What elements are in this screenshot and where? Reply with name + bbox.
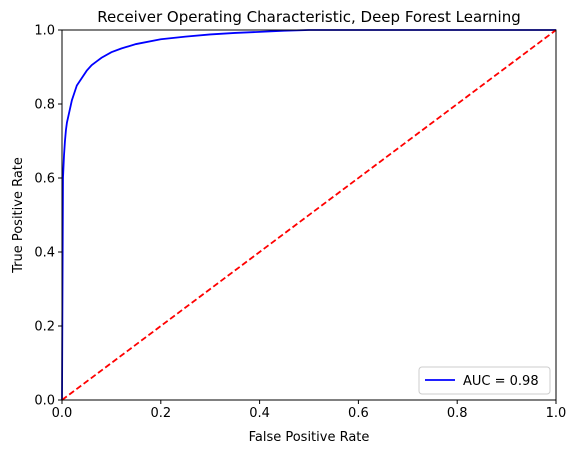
y-axis-label: True Positive Rate (11, 157, 26, 274)
legend-label-auc: AUC = 0.98 (463, 374, 539, 389)
y-tick-label: 0.4 (34, 246, 55, 261)
legend-box (418, 366, 551, 395)
x-tick-label: 0.0 (52, 406, 73, 421)
x-tick-label: 0.6 (348, 406, 369, 421)
y-tick-label: 0.8 (34, 98, 55, 113)
plot-frame (61, 29, 557, 401)
y-tick-label: 0.2 (34, 320, 55, 335)
x-tick-label: 0.4 (249, 406, 270, 421)
y-tick-label: 0.0 (34, 394, 55, 409)
plot-area (61, 29, 557, 401)
y-tick-label: 0.6 (34, 172, 55, 187)
x-tick-label: 0.8 (447, 406, 468, 421)
legend: AUC = 0.98 (418, 366, 551, 395)
x-axis-label: False Positive Rate (249, 430, 370, 445)
y-tick-label: 1.0 (34, 24, 55, 39)
axis-ticks: 0.0 0.2 0.4 0.6 0.8 1.0 0.0 0.2 0.4 0.6 0.8 1.0 (34, 24, 566, 422)
x-tick-label: 0.2 (150, 406, 171, 421)
chart-title: Receiver Operating Characteristic, Deep … (97, 8, 521, 26)
chance-diagonal-line (61, 29, 557, 401)
x-tick-label: 1.0 (546, 406, 567, 421)
